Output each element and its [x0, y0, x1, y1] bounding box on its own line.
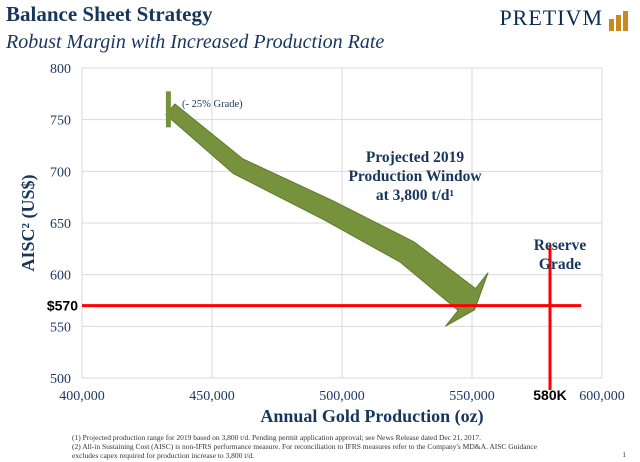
reserve-grade-annotation-line: Grade: [539, 256, 581, 273]
reserve-grade-annotation-line: Reserve: [534, 237, 587, 254]
y-tick-label: 500: [50, 372, 71, 387]
y-tick-label: 650: [50, 217, 71, 232]
aisc-chart: 500 550 600 650 700 750 800 400,000 450,000 500,0…: [18, 62, 625, 427]
y-tick-label: 700: [50, 165, 71, 180]
x-tick-label: 550,000: [449, 389, 495, 404]
y-tick-label: 550: [50, 320, 71, 335]
production-reference-label: 580K: [533, 387, 566, 403]
grade-annotation: (- 25% Grade): [182, 99, 243, 110]
company-logo: PRETIVM: [499, 5, 628, 31]
x-tick-label: 400,000: [59, 389, 105, 404]
footnotes: (1) Projected production range for 2019 …: [72, 433, 612, 460]
footnote-2-continued: excludes capex required for production i…: [72, 451, 255, 460]
footnote-2: (2) All-in Sustaining Cost (AISC) is non…: [72, 442, 538, 451]
aisc-reference-label: $570: [47, 298, 78, 314]
page-number: 1: [622, 450, 626, 459]
x-tick-label: 500,000: [319, 389, 365, 404]
y-tick-label: 600: [50, 269, 71, 284]
page-subtitle: Robust Margin with Increased Production …: [6, 31, 385, 53]
x-tick-label: 600,000: [579, 389, 625, 404]
y-tick-label: 750: [50, 114, 71, 129]
logo-bars-icon: [609, 11, 628, 31]
x-axis-title: Annual Gold Production (oz): [260, 406, 483, 427]
page-title: Balance Sheet Strategy: [6, 2, 213, 26]
production-arrow: [165, 103, 489, 327]
y-axis-title: AISC² (US$): [18, 175, 39, 272]
production-window-annotation-line: at 3,800 t/d¹: [376, 187, 455, 204]
production-window-annotation-line: Projected 2019: [366, 149, 465, 166]
footnote-1: (1) Projected production range for 2019 …: [72, 433, 482, 442]
logo-wordmark: PRETIVM: [499, 5, 603, 30]
production-window-annotation-line: Production Window: [348, 168, 482, 185]
x-tick-label: 450,000: [189, 389, 235, 404]
y-tick-label: 800: [50, 62, 71, 77]
